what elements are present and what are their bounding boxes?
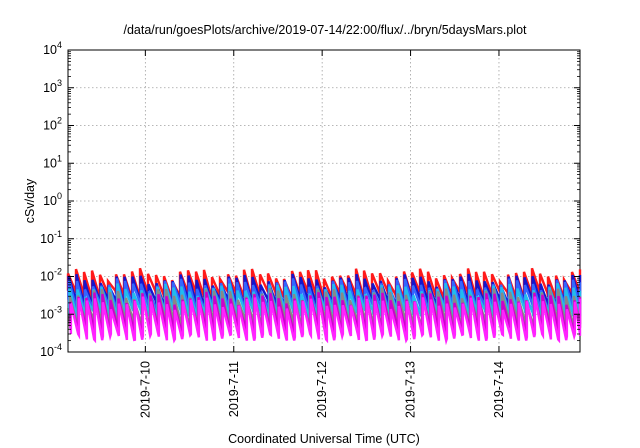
y-tick-label: 10-2 (40, 267, 62, 284)
x-tick-label: 2019-7-10 (138, 361, 152, 418)
x-axis-label: Coordinated Universal Time (UTC) (228, 432, 420, 446)
chart-title: /data/run/goesPlots/archive/2019-07-14/2… (123, 23, 527, 37)
x-tick-label: 2019-7-14 (492, 361, 506, 418)
y-tick-label: 10-4 (40, 342, 62, 359)
x-tick-labels: 2019-7-10 2019-7-11 2019-7-12 2019-7-13 2019… (138, 361, 506, 418)
y-tick-labels: 104 103 102 101 100 10-1 10-2 10-3 10-4 (40, 40, 62, 359)
x-tick-label: 2019-7-13 (404, 361, 418, 418)
y-tick-label: 10-3 (40, 304, 62, 321)
series-line (69, 296, 582, 346)
y-tick-label: 101 (43, 153, 62, 170)
y-tick-label: 10-1 (40, 229, 62, 246)
y-axis-label: cSv/day (23, 178, 37, 223)
y-tick-label: 102 (43, 116, 62, 133)
series-layer (66, 267, 582, 346)
x-tick-label: 2019-7-12 (315, 361, 329, 418)
ticks (68, 49, 580, 353)
y-tick-label: 100 (43, 191, 62, 208)
y-tick-label: 103 (43, 78, 62, 95)
x-tick-label: 2019-7-11 (227, 361, 241, 417)
y-tick-label: 104 (43, 40, 62, 57)
